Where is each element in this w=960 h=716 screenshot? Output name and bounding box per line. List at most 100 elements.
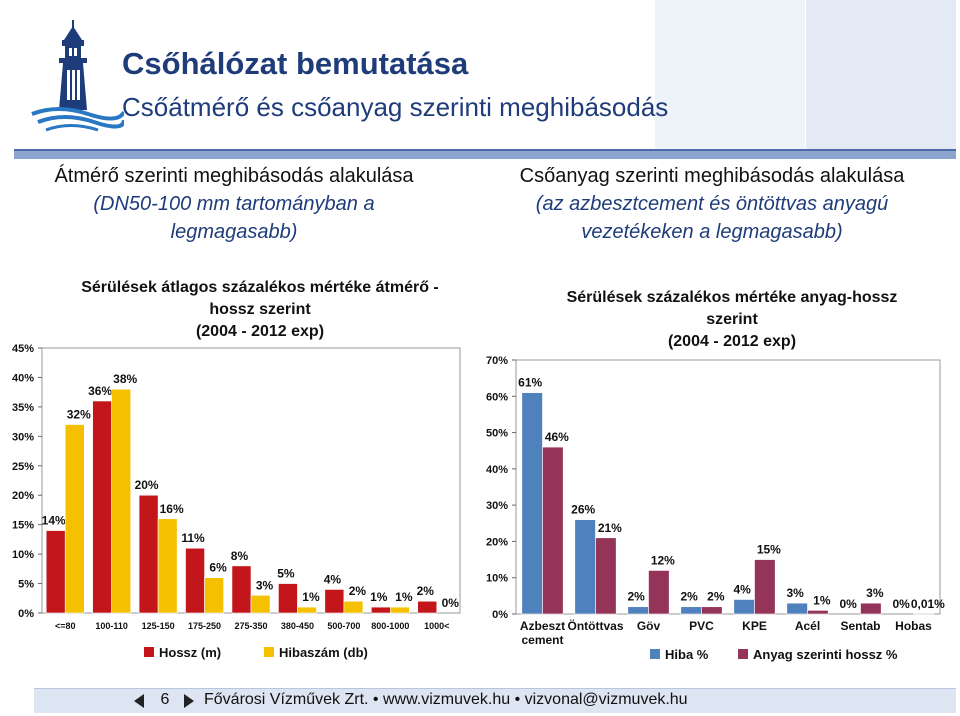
material-chart-x-tick-label: Hobas	[895, 619, 932, 633]
material-chart-x-tick-label: Öntöttvas	[567, 618, 623, 633]
diameter-chart-y-tick-label: 30%	[12, 431, 34, 443]
diameter-chart-bar	[45, 530, 66, 614]
header-decor-1	[655, 0, 805, 150]
material-chart-bar	[595, 537, 617, 615]
material-chart-data-label: 0%	[839, 597, 857, 611]
material-chart-y-tick-label: 40%	[486, 464, 508, 476]
right-caption-line3: vezetékeken a legmagasabb)	[581, 221, 843, 243]
diameter-chart-bar	[250, 595, 271, 614]
material-chart-bar	[807, 610, 829, 615]
right-caption-line2: (az azbesztcement és öntöttvas anyagú	[535, 193, 889, 215]
diameter-chart-data-label: 6%	[209, 561, 227, 575]
material-chart-title-line: (2004 - 2012 exp)	[668, 333, 796, 350]
material-chart-svg: Sérülések százalékos mértéke anyag-hossz…	[486, 289, 945, 662]
right-caption-line1: Csőanyag szerinti meghibásodás alakulása	[519, 165, 905, 187]
material-chart-bar	[860, 602, 882, 615]
diameter-chart-data-label: 4%	[324, 572, 342, 586]
material-chart-data-label: 4%	[733, 582, 751, 596]
left-caption-line1: Átmérő szerinti meghibásodás alakulása	[54, 165, 414, 187]
material-chart-legend-swatch	[650, 649, 660, 659]
material-chart-x-tick-label: PVC	[689, 619, 714, 633]
material-chart-data-label: 46%	[545, 430, 569, 444]
next-slide-arrow-icon[interactable]	[184, 694, 194, 708]
material-chart-data-label: 1%	[813, 593, 831, 607]
material-chart-data-label: 2%	[707, 590, 725, 604]
material-chart-data-label: 2%	[627, 590, 645, 604]
diameter-chart-data-label: 0%	[442, 596, 460, 610]
material-chart: Sérülések százalékos mértéke anyag-hossz…	[474, 278, 948, 670]
diameter-chart-x-tick-label: 125-150	[142, 621, 175, 631]
diameter-chart-y-tick-label: 10%	[12, 549, 34, 561]
diameter-chart-svg: Sérülések átlagos százalékos mértéke átm…	[12, 279, 461, 660]
header-decor-2	[806, 0, 956, 150]
material-chart-y-tick-label: 70%	[486, 355, 508, 367]
material-chart-bar	[701, 606, 723, 615]
material-chart-bar	[521, 392, 543, 615]
diameter-chart-bar	[64, 424, 85, 614]
diameter-chart-legend-swatch	[264, 647, 274, 657]
material-chart-y-tick-label: 30%	[486, 500, 508, 512]
material-chart-data-label: 3%	[786, 586, 804, 600]
diameter-chart-bar	[417, 600, 438, 614]
left-caption: Átmérő szerinti meghibásodás alakulása (…	[4, 162, 464, 246]
diameter-chart-bar	[343, 600, 364, 614]
material-chart-y-tick-label: 10%	[486, 573, 508, 585]
diameter-chart-data-label: 1%	[370, 590, 388, 604]
diameter-chart-y-tick-label: 15%	[12, 520, 34, 532]
diameter-chart-bar	[185, 547, 205, 614]
material-chart-y-tick-label: 60%	[486, 391, 508, 403]
material-chart-bar	[754, 559, 776, 615]
material-chart-data-label: 0,01%	[911, 597, 945, 611]
diameter-chart-x-tick-label: 500-700	[327, 621, 360, 631]
prev-slide-arrow-icon[interactable]	[134, 694, 144, 708]
page-subtitle: Csőátmérő és csőanyag szerinti meghibáso…	[122, 92, 669, 122]
diameter-chart-y-tick-label: 35%	[12, 402, 34, 414]
diameter-chart-title-line: Sérülések átlagos százalékos mértéke átm…	[81, 279, 439, 296]
diameter-chart-bar	[138, 494, 159, 614]
diameter-chart-y-tick-label: 40%	[12, 372, 34, 384]
diameter-chart-y-tick-label: 45%	[12, 343, 34, 355]
material-chart-data-label: 0%	[892, 597, 910, 611]
diameter-chart-data-label: 16%	[160, 502, 184, 516]
diameter-chart-data-label: 36%	[88, 384, 112, 398]
diameter-chart-data-label: 32%	[67, 408, 91, 422]
diameter-chart-data-label: 11%	[181, 531, 205, 545]
diameter-chart-title-line: (2004 - 2012 exp)	[196, 323, 324, 340]
material-chart-y-tick-label: 0%	[492, 609, 508, 621]
diameter-chart-data-label: 5%	[277, 567, 295, 581]
diameter-chart-y-tick-label: 25%	[12, 461, 34, 473]
material-chart-data-label: 26%	[571, 503, 595, 517]
diameter-chart-data-label: 8%	[231, 549, 249, 563]
material-chart-title-line: szerint	[706, 311, 758, 328]
material-chart-data-label: 15%	[757, 543, 781, 557]
material-chart-bar	[648, 570, 670, 615]
diameter-chart-x-tick-label: 800-1000	[371, 621, 409, 631]
material-chart-title-line: Sérülések százalékos mértéke anyag-hossz	[567, 289, 898, 306]
material-chart-bar	[542, 446, 564, 615]
header-divider	[14, 149, 956, 159]
material-chart-data-label: 2%	[680, 590, 698, 604]
material-chart-y-tick-label: 50%	[486, 428, 508, 440]
material-chart-data-label: 3%	[866, 586, 884, 600]
diameter-chart-bar	[157, 518, 178, 614]
diameter-chart-data-label: 1%	[302, 590, 320, 604]
diameter-chart-data-label: 1%	[395, 590, 413, 604]
diameter-chart-data-label: 2%	[417, 584, 435, 598]
material-chart-legend-swatch	[738, 649, 748, 659]
diameter-chart-y-tick-label: 0%	[18, 608, 34, 620]
diameter-chart-y-tick-label: 5%	[18, 579, 34, 591]
material-chart-x-tick-label: Azbeszt	[520, 619, 565, 633]
footer-bar: 6 Fővárosi Vízművek Zrt. • www.vizmuvek.…	[34, 688, 956, 713]
diameter-chart-data-label: 14%	[42, 514, 66, 528]
diameter-chart-data-label: 3%	[256, 578, 274, 592]
material-chart-x-tick-label: Sentab	[840, 619, 880, 633]
diameter-chart-bar	[231, 565, 252, 614]
material-chart-data-label: 61%	[518, 376, 542, 390]
diameter-chart-bar	[92, 400, 112, 614]
left-caption-line3: legmagasabb)	[170, 221, 298, 243]
diameter-chart-bar	[278, 583, 298, 614]
left-caption-line2: (DN50-100 mm tartományban a	[93, 193, 375, 215]
material-chart-legend-label: Anyag szerinti hossz %	[753, 647, 898, 662]
diameter-chart-legend-swatch	[144, 647, 154, 657]
diameter-chart-y-tick-label: 20%	[12, 490, 34, 502]
